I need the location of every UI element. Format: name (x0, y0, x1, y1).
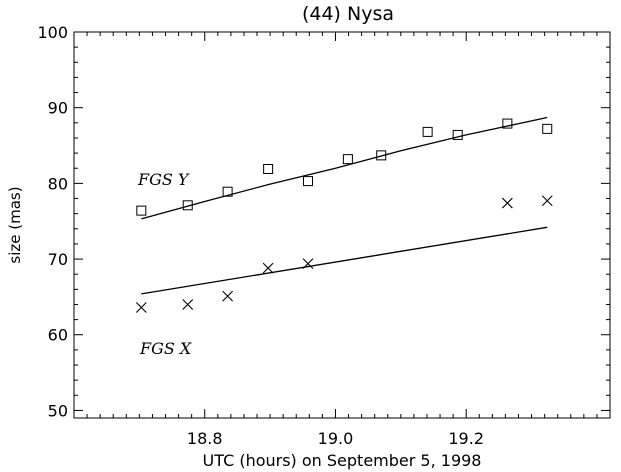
x-tick-label: 19.2 (448, 429, 484, 448)
data-point-fgs-y (303, 176, 314, 187)
y-tick-label: 70 (48, 250, 68, 269)
data-point-fgs-y (542, 123, 553, 134)
data-point-fgs-x (262, 262, 274, 274)
data-point-fgs-x (541, 195, 553, 207)
chart-title: (44) Nysa (302, 3, 394, 25)
data-point-fgs-y (502, 118, 513, 129)
data-point-fgs-y (422, 126, 433, 137)
plot-area (135, 116, 553, 313)
plot-frame (73, 31, 611, 419)
series-label-fgs-x: FGS X (139, 339, 192, 358)
data-point-fgs-x (302, 258, 314, 269)
fit-line-fgs-x (141, 226, 548, 295)
data-point-fgs-y (376, 150, 387, 161)
y-tick-label: 100 (37, 23, 68, 42)
x-axis: 18.8 19.0 19.2 (86, 32, 598, 448)
data-point-fgs-y (182, 200, 193, 211)
y-tick-label: 60 (48, 326, 68, 345)
data-point-fgs-y (342, 154, 353, 165)
data-point-fgs-y (452, 129, 463, 140)
x-axis-label: UTC (hours) on September 5, 1998 (203, 451, 482, 470)
data-point-fgs-y (136, 205, 147, 216)
series-label-fgs-y: FGS Y (137, 170, 190, 189)
data-point-fgs-y (263, 163, 274, 174)
y-tick-label: 80 (48, 174, 68, 193)
x-tick-label: 19.0 (318, 429, 354, 448)
data-point-fgs-x (222, 290, 233, 302)
data-point-fgs-y (222, 186, 233, 197)
data-point-fgs-x (182, 299, 194, 310)
data-point-fgs-x (135, 302, 147, 313)
x-tick-label: 18.8 (187, 429, 223, 448)
y-tick-label: 90 (48, 99, 68, 118)
y-axis: 50 60 70 80 90 100 (37, 23, 610, 420)
y-tick-label: 50 (48, 401, 68, 420)
y-axis-label: size (mas) (6, 186, 24, 263)
data-point-fgs-x (501, 197, 513, 209)
fit-line-fgs-y (141, 116, 548, 220)
